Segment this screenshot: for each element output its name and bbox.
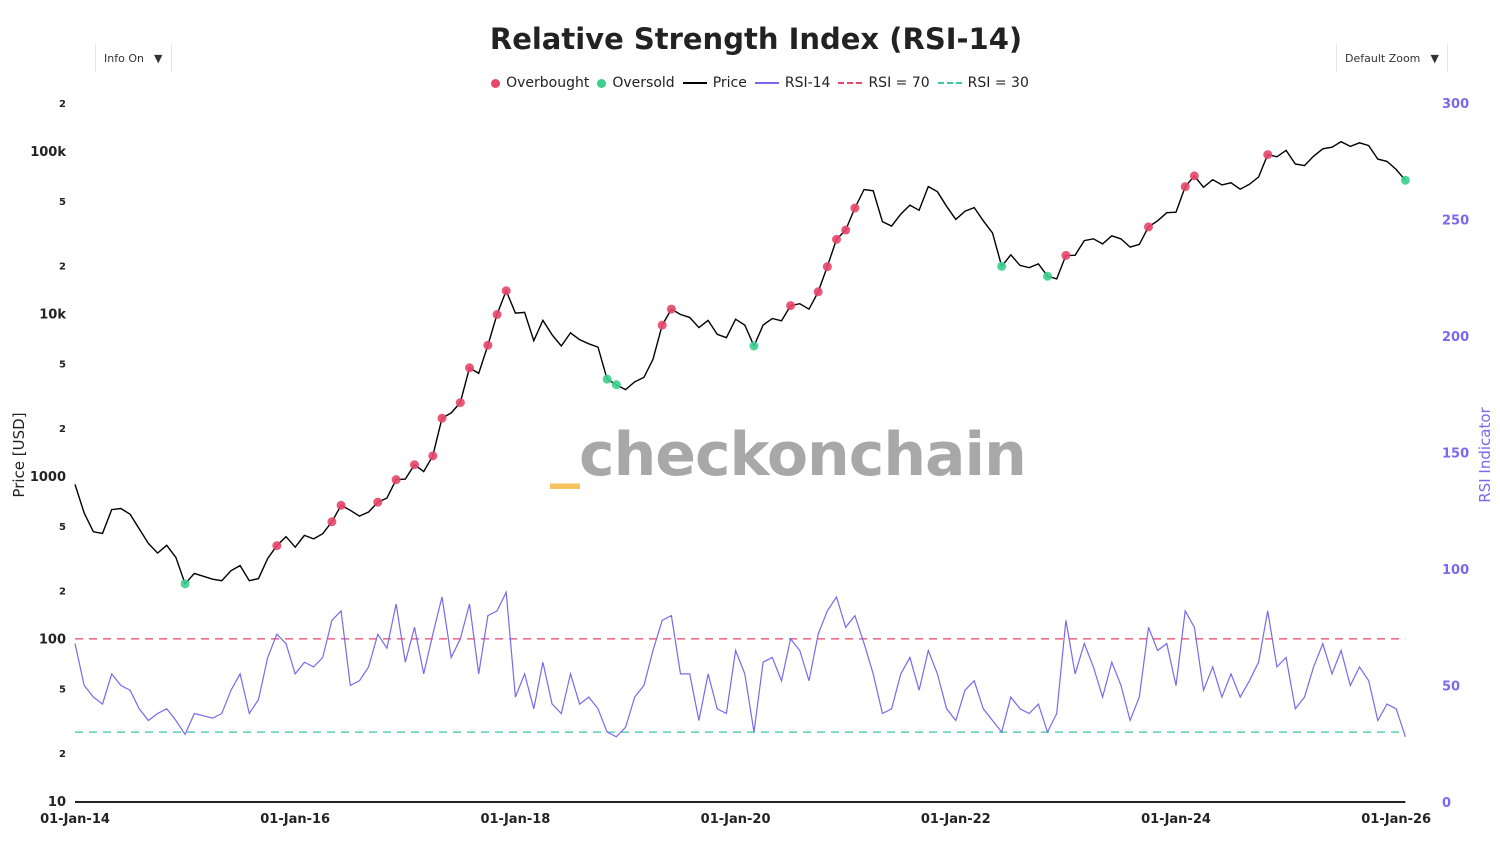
overbought-marker [1263, 150, 1273, 160]
y2-tick-label: 0 [1442, 796, 1451, 811]
legend-label: RSI = 70 [868, 75, 930, 91]
legend-dot-icon [491, 78, 501, 88]
y2-tick-label: 250 [1442, 214, 1469, 229]
legend-label: RSI-14 [784, 75, 831, 91]
overbought-marker [492, 310, 502, 319]
legend-item[interactable]: RSI-14 [754, 75, 831, 91]
legend-line-icon [937, 82, 962, 84]
overbought-marker [786, 301, 796, 311]
y2-axis-title: RSI Indicator [1476, 406, 1494, 502]
overbought-marker [336, 500, 346, 510]
x-tick-label: 01-Jan-22 [921, 812, 991, 827]
overbought-marker [1061, 250, 1071, 260]
y-tick-label: 5 [59, 359, 66, 370]
y-tick-label: 2 [59, 424, 66, 435]
overbought-marker [1143, 222, 1153, 232]
oversold-marker [997, 261, 1007, 271]
oversold-marker [180, 579, 190, 589]
overbought-marker [813, 287, 823, 297]
y-tick-label: 2 [59, 587, 66, 598]
y-tick-label: 1000 [30, 470, 66, 485]
overbought-marker [272, 541, 282, 551]
overbought-marker [455, 398, 465, 408]
y-tick-label: 10 [48, 795, 66, 810]
y-axis-title: Price [USD] [10, 412, 28, 497]
overbought-marker [850, 203, 860, 213]
oversold-marker [602, 374, 612, 384]
price-line [74, 140, 1406, 586]
legend-label: RSI = 30 [967, 75, 1029, 91]
legend-item[interactable]: Price [682, 75, 747, 91]
x-tick-label: 01-Jan-26 [1361, 812, 1431, 827]
overbought-marker [437, 413, 447, 423]
legend-label: Price [712, 75, 747, 91]
legend-item[interactable]: RSI = 30 [937, 75, 1029, 91]
y-tick-label: 100 [39, 633, 66, 648]
x-tick-label: 01-Jan-14 [40, 812, 110, 827]
y-tick-label: 5 [59, 684, 66, 695]
overbought-marker [483, 340, 493, 350]
overbought-marker [657, 320, 667, 330]
oversold-marker [749, 341, 759, 351]
zoom-dropdown-label: Default Zoom [1345, 51, 1421, 65]
overbought-marker [373, 497, 383, 507]
legend-label: Oversold [612, 75, 675, 91]
legend-line-icon [754, 82, 779, 84]
overbought-marker [501, 286, 511, 296]
overbought-marker [391, 475, 401, 485]
x-tick-label: 01-Jan-20 [701, 812, 771, 827]
overbought-marker [465, 363, 475, 373]
y-tick-label: 5 [59, 197, 66, 208]
zoom-dropdown[interactable]: Default Zoom ▼ [1336, 44, 1448, 72]
y2-tick-label: 50 [1442, 680, 1460, 695]
overbought-marker [428, 451, 438, 461]
overbought-marker [841, 225, 851, 235]
overbought-marker [666, 304, 676, 314]
rsi-line [74, 590, 1406, 738]
info-dropdown[interactable]: Info On ▼ [95, 44, 172, 72]
legend-item[interactable]: Oversold [597, 75, 675, 91]
y-tick-label: 5 [59, 522, 66, 533]
legend-line-icon [838, 82, 863, 84]
legend-line-icon [682, 82, 707, 84]
oversold-marker [1043, 271, 1053, 281]
overbought-marker [327, 517, 337, 527]
x-tick-label: 01-Jan-24 [1141, 812, 1211, 827]
legend-item[interactable]: RSI = 70 [838, 75, 930, 91]
oversold-marker [611, 380, 621, 390]
overbought-marker [832, 234, 842, 244]
overbought-marker [822, 262, 832, 272]
overbought-marker [1180, 182, 1190, 192]
oversold-marker [1400, 175, 1410, 185]
y-tick-label: 2 [59, 262, 66, 273]
watermark-logo: _checkonchain [550, 420, 1027, 490]
overbought-marker [409, 460, 419, 470]
caret-down-icon: ▼ [1430, 51, 1439, 65]
y2-tick-label: 150 [1442, 447, 1469, 462]
info-dropdown-label: Info On [104, 51, 144, 65]
legend: Overbought Oversold Price RSI-14 RSI = 70 RSI… [0, 75, 1500, 91]
overbought-marker [1189, 171, 1199, 181]
legend-label: Overbought [506, 75, 590, 91]
y-tick-label: 2 [59, 99, 66, 110]
x-tick-label: 01-Jan-16 [260, 812, 330, 827]
chart-title: Relative Strength Index (RSI-14) [489, 22, 1023, 56]
y2-tick-label: 300 [1442, 97, 1469, 112]
y2-tick-label: 200 [1442, 330, 1469, 345]
caret-down-icon: ▼ [153, 51, 163, 65]
x-tick-label: 01-Jan-18 [480, 812, 550, 827]
y-tick-label: 10k [39, 308, 66, 323]
y2-tick-label: 100 [1442, 563, 1469, 578]
y-tick-label: 100k [30, 145, 66, 160]
legend-dot-icon [597, 78, 607, 88]
legend-item[interactable]: Overbought [491, 75, 589, 91]
y-tick-label: 2 [59, 749, 66, 760]
